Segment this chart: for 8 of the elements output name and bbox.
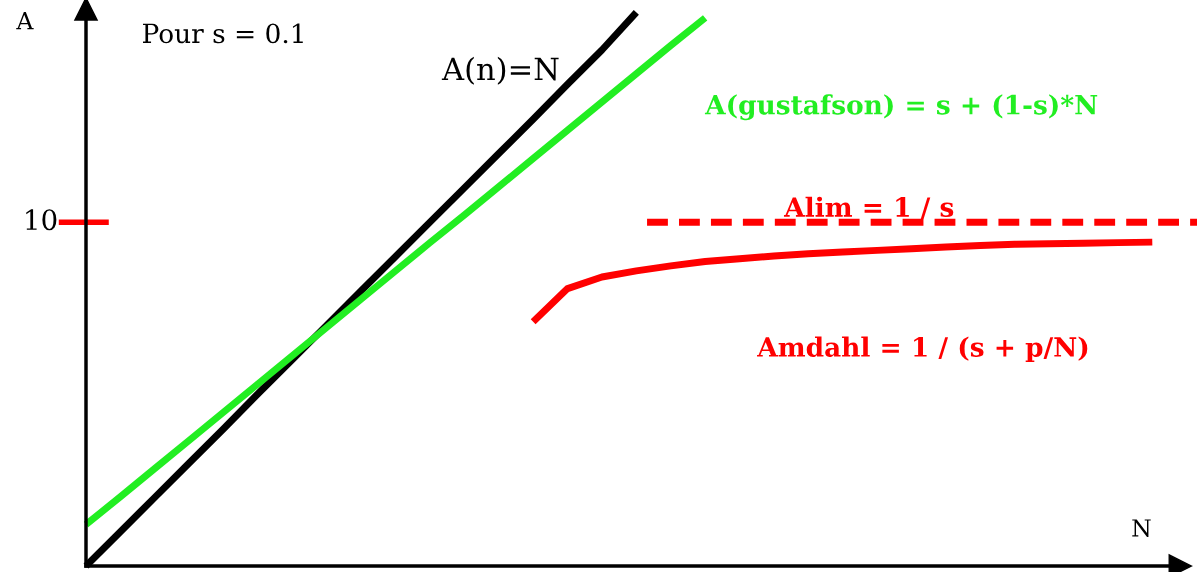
series-label: A(n)=N <box>441 56 559 85</box>
annotation: Pour s = 0.1 <box>143 23 303 44</box>
text: Amdahl = 1 / (s + p/N) <box>757 336 1088 363</box>
text: A(gustafson) = s + (1-s)*N <box>704 94 1098 121</box>
text: 10 <box>26 209 57 231</box>
ref-line-label: Alim = 1 / s <box>783 196 954 220</box>
x-axis-title: N <box>1132 519 1151 537</box>
y-axis-title: A <box>16 11 34 30</box>
